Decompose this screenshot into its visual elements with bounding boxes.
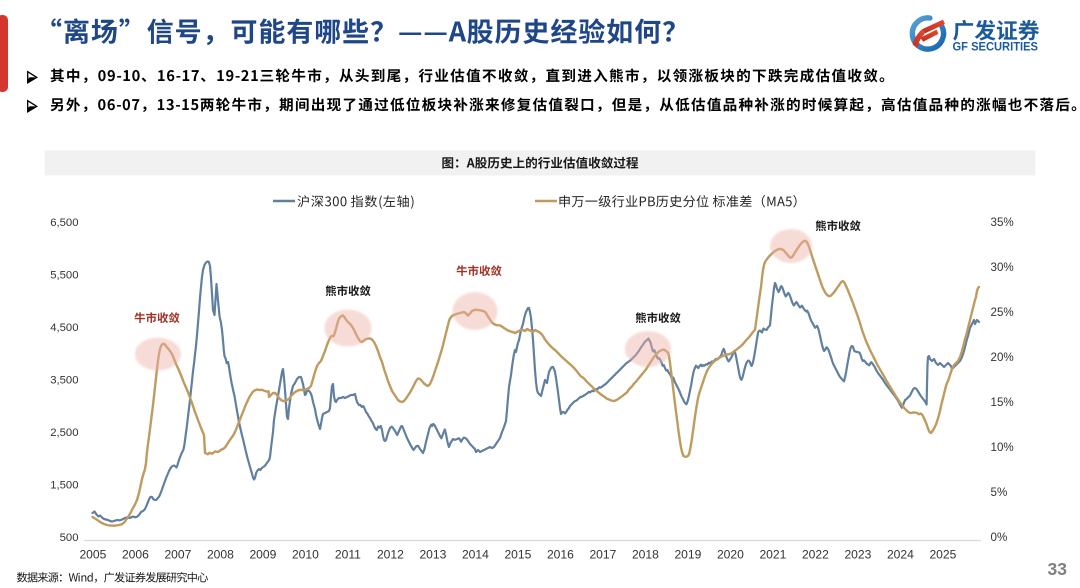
svg-text:2021: 2021 [759, 548, 786, 562]
svg-text:2019: 2019 [674, 548, 701, 562]
svg-text:2014: 2014 [462, 548, 489, 562]
svg-text:GF SECURITIES: GF SECURITIES [953, 40, 1039, 54]
svg-text:2011: 2011 [335, 548, 361, 562]
svg-text:30%: 30% [991, 261, 1014, 274]
svg-text:25%: 25% [991, 306, 1014, 319]
svg-text:4,500: 4,500 [50, 322, 78, 334]
svg-text:2007: 2007 [164, 548, 191, 562]
svg-text:2,500: 2,500 [50, 427, 78, 439]
svg-text:500: 500 [60, 532, 79, 544]
svg-text:0%: 0% [991, 531, 1008, 544]
svg-text:33: 33 [1048, 559, 1068, 579]
svg-text:2016: 2016 [547, 548, 574, 562]
svg-text:20%: 20% [991, 351, 1014, 364]
svg-text:2005: 2005 [79, 548, 106, 562]
svg-text:10%: 10% [991, 441, 1014, 454]
svg-text:15%: 15% [991, 396, 1014, 409]
svg-text:5%: 5% [991, 486, 1008, 499]
svg-text:2017: 2017 [589, 548, 616, 562]
svg-text:6,500: 6,500 [50, 217, 78, 229]
svg-text:2025: 2025 [929, 548, 956, 562]
svg-text:3,500: 3,500 [50, 375, 78, 387]
svg-text:2010: 2010 [292, 548, 319, 562]
svg-text:5,500: 5,500 [50, 270, 78, 282]
svg-text:2006: 2006 [122, 548, 149, 562]
svg-text:2022: 2022 [802, 548, 829, 562]
svg-text:2020: 2020 [717, 548, 744, 562]
svg-text:2008: 2008 [207, 548, 234, 562]
svg-text:2009: 2009 [249, 548, 276, 562]
svg-text:2015: 2015 [504, 548, 531, 562]
svg-text:2018: 2018 [632, 548, 659, 562]
svg-text:2012: 2012 [377, 548, 404, 562]
svg-text:2024: 2024 [887, 548, 914, 562]
svg-text:2023: 2023 [844, 548, 871, 562]
svg-text:35%: 35% [991, 216, 1014, 229]
svg-text:2013: 2013 [419, 548, 446, 562]
svg-text:1,500: 1,500 [50, 480, 78, 492]
